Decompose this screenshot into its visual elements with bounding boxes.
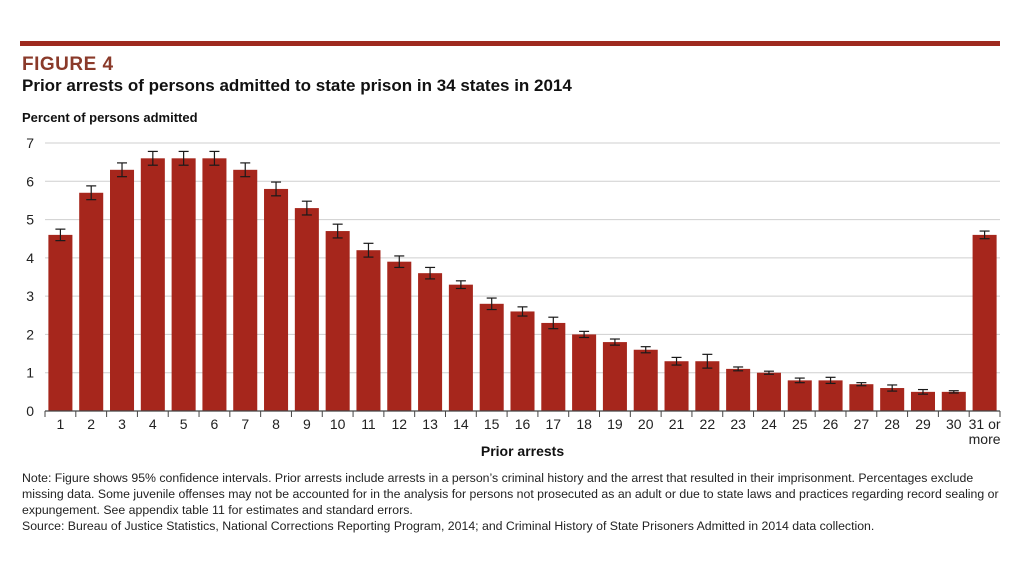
x-tick-label: 4 bbox=[149, 416, 157, 432]
bar bbox=[202, 158, 227, 411]
x-tick-label: 7 bbox=[241, 416, 249, 432]
bar bbox=[910, 391, 935, 411]
x-tick-label: 22 bbox=[700, 416, 716, 432]
bar bbox=[264, 188, 289, 411]
bar bbox=[479, 303, 504, 411]
bar bbox=[448, 284, 473, 411]
x-tick-label: 17 bbox=[546, 416, 562, 432]
source-text: Source: Bureau of Justice Statistics, Na… bbox=[22, 519, 875, 533]
bar bbox=[294, 208, 319, 411]
y-tick-label: 6 bbox=[26, 173, 34, 189]
bar bbox=[140, 158, 165, 411]
bar bbox=[171, 158, 196, 411]
bar bbox=[541, 322, 566, 411]
figure-label: FIGURE 4 bbox=[22, 54, 114, 75]
x-tick-label: 14 bbox=[453, 416, 469, 432]
x-tick-label-line2: more bbox=[969, 431, 1001, 447]
x-tick-label: 24 bbox=[761, 416, 777, 432]
y-tick-label: 3 bbox=[26, 288, 34, 304]
notes: Note: Figure shows 95% confidence interv… bbox=[22, 470, 1007, 534]
bar bbox=[695, 361, 720, 411]
x-tick-label: 26 bbox=[823, 416, 839, 432]
chart-title: Prior arrests of persons admitted to sta… bbox=[22, 76, 572, 95]
x-tick-label: 28 bbox=[884, 416, 900, 432]
x-tick-label: 5 bbox=[180, 416, 188, 432]
bar bbox=[849, 384, 874, 411]
bar bbox=[233, 169, 258, 411]
x-axis-label: Prior arrests bbox=[481, 443, 564, 459]
y-tick-label: 4 bbox=[26, 250, 34, 266]
bar bbox=[356, 250, 381, 411]
y-tick-label: 1 bbox=[26, 365, 34, 381]
x-tick-label: 27 bbox=[854, 416, 870, 432]
y-tick-label: 5 bbox=[26, 212, 34, 228]
x-tick-label: 31 or bbox=[969, 416, 1001, 432]
bar bbox=[79, 192, 104, 411]
x-tick-label: 13 bbox=[422, 416, 438, 432]
x-tick-label: 20 bbox=[638, 416, 654, 432]
bar bbox=[818, 380, 843, 411]
bar bbox=[880, 388, 905, 411]
bar bbox=[972, 234, 997, 411]
x-tick-label: 15 bbox=[484, 416, 500, 432]
x-tick-label: 21 bbox=[669, 416, 685, 432]
bar bbox=[510, 311, 535, 411]
x-tick-label: 29 bbox=[915, 416, 931, 432]
x-tick-label: 6 bbox=[211, 416, 219, 432]
y-tick-label: 7 bbox=[26, 135, 34, 151]
x-tick-label: 30 bbox=[946, 416, 962, 432]
y-tick-label: 0 bbox=[26, 403, 34, 419]
bar bbox=[110, 169, 135, 411]
bar bbox=[664, 361, 689, 411]
x-tick-label: 3 bbox=[118, 416, 126, 432]
x-tick-label: 16 bbox=[515, 416, 531, 432]
note-text: Note: Figure shows 95% confidence interv… bbox=[22, 471, 999, 517]
x-tick-label: 1 bbox=[57, 416, 65, 432]
x-tick-label: 8 bbox=[272, 416, 280, 432]
bar bbox=[387, 261, 412, 411]
x-tick-label: 12 bbox=[391, 416, 407, 432]
bar bbox=[325, 231, 350, 411]
bar bbox=[418, 273, 443, 411]
bar bbox=[726, 368, 751, 411]
bar bbox=[633, 349, 658, 411]
x-tick-label: 18 bbox=[576, 416, 592, 432]
y-axis-label: Percent of persons admitted bbox=[22, 110, 198, 125]
bar bbox=[787, 380, 812, 411]
bar bbox=[941, 391, 966, 411]
x-tick-label: 23 bbox=[730, 416, 746, 432]
x-tick-label: 19 bbox=[607, 416, 623, 432]
bar bbox=[756, 372, 781, 411]
top-accent-rule bbox=[20, 41, 1000, 46]
x-tick-label: 25 bbox=[792, 416, 808, 432]
bar bbox=[48, 234, 73, 411]
x-tick-label: 9 bbox=[303, 416, 311, 432]
bar bbox=[602, 342, 627, 411]
x-tick-label: 10 bbox=[330, 416, 346, 432]
x-tick-label: 11 bbox=[361, 416, 376, 432]
y-tick-label: 2 bbox=[26, 326, 34, 342]
bar bbox=[572, 334, 597, 411]
x-tick-label: 2 bbox=[87, 416, 95, 432]
